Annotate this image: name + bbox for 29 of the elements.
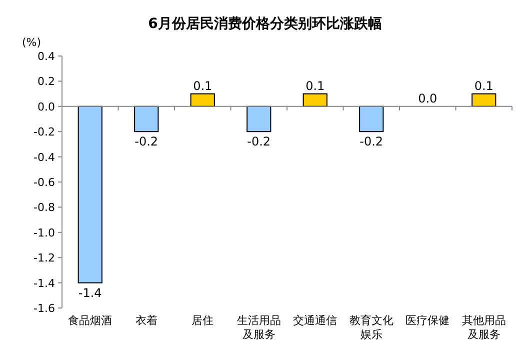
- y-axis-title: (%): [22, 36, 42, 49]
- x-tick-label: 生活用品及服务: [236, 314, 281, 341]
- x-tick-label: 交通通信: [293, 314, 338, 327]
- y-tick-label: -1.6: [34, 302, 55, 315]
- y-tick-label: -0.8: [34, 201, 55, 214]
- data-label: 0.1: [193, 78, 212, 93]
- y-tick-label: -0.2: [34, 126, 55, 139]
- data-label: -1.4: [78, 286, 102, 300]
- data-label: -0.2: [360, 134, 384, 149]
- data-label: 0.0: [418, 91, 438, 106]
- data-label: 0.1: [474, 78, 494, 93]
- x-tick-label: 衣着: [135, 314, 158, 327]
- y-tick-label: 0.2: [38, 75, 55, 88]
- y-tick-label: -1.4: [34, 276, 55, 290]
- x-tick-label: 医疗保健: [406, 314, 450, 327]
- y-tick-label: 0.0: [38, 100, 55, 114]
- y-tick-label: -1.2: [34, 252, 55, 265]
- y-tick-label: -0.6: [34, 176, 55, 189]
- data-label: -0.2: [134, 134, 158, 149]
- data-label: 0.1: [306, 78, 325, 93]
- data-label: -0.2: [247, 134, 271, 149]
- x-tick-label: 食品烟酒: [68, 314, 112, 327]
- y-tick-label: 0.4: [38, 50, 55, 63]
- x-tick-label: 教育文化娱乐: [349, 314, 394, 341]
- chart-title: 6月份居民消费价格分类别环比涨跌幅: [148, 16, 382, 32]
- y-tick-label: -1.0: [34, 226, 55, 240]
- y-tick-label: -0.4: [34, 150, 55, 164]
- x-tick-label: 居住: [192, 314, 214, 327]
- x-tick-label: 其他用品及服务: [462, 314, 506, 341]
